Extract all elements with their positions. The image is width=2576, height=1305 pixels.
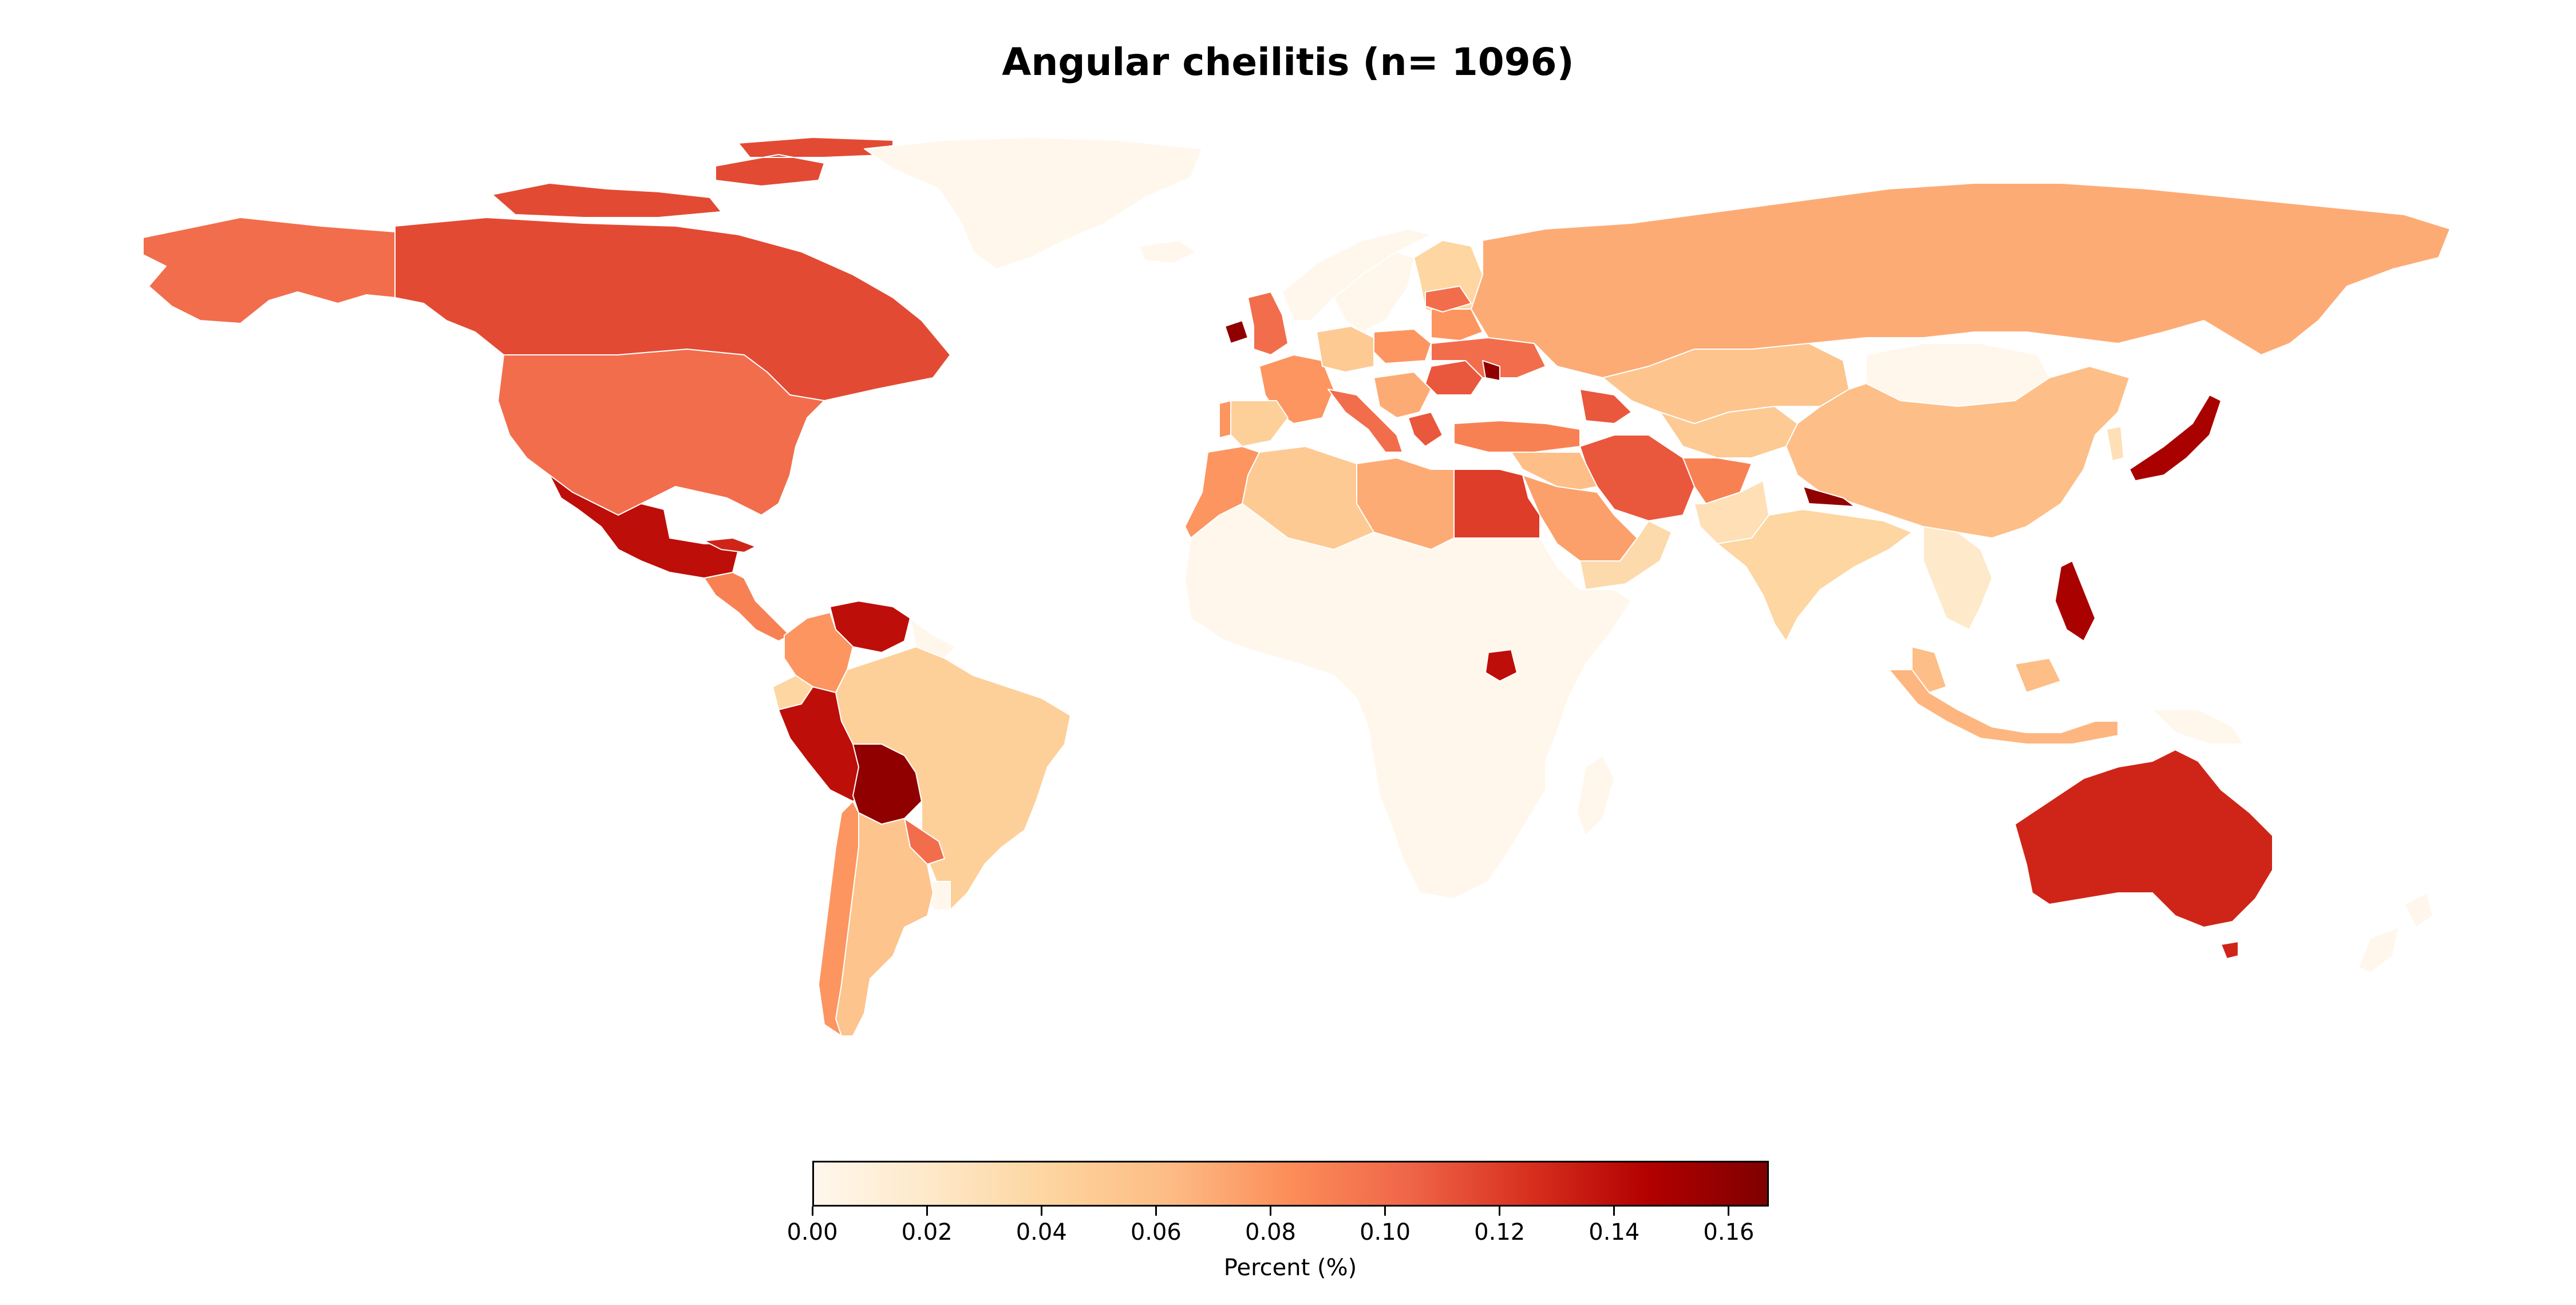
region-iraq-syria	[1511, 452, 1598, 493]
colorbar-tick-label: 0.04	[1016, 1219, 1067, 1245]
region-central-america	[704, 572, 791, 642]
colorbar-tick	[1155, 1207, 1157, 1216]
region-moldova	[1482, 360, 1500, 381]
region-sub-saharan-africa	[1184, 503, 1632, 899]
colorbar-tick-label: 0.14	[1589, 1219, 1640, 1245]
region-nepal	[1803, 486, 1855, 507]
colorbar-tick-label: 0.08	[1244, 1219, 1296, 1245]
region-philippines	[2055, 560, 2096, 642]
colorbar-tick-label: 0.10	[1360, 1219, 1411, 1245]
map-title: Angular cheilitis (n= 1096)	[1002, 40, 1574, 84]
colorbar-tick	[1728, 1207, 1730, 1216]
colorbar-tick-label: 0.12	[1474, 1219, 1526, 1245]
region-caucasus	[1579, 389, 1632, 424]
region-mexico	[549, 474, 739, 579]
region-portugal	[1219, 400, 1231, 438]
region-india	[1717, 509, 1913, 642]
colorbar-tick-label: 0.02	[901, 1219, 953, 1245]
region-baltics	[1425, 286, 1472, 313]
region-turkey	[1453, 420, 1581, 453]
region-belarus	[1431, 309, 1483, 341]
region-southeast-asia	[1923, 526, 1993, 630]
region-australia	[2014, 749, 2273, 928]
region-ireland	[1224, 320, 1249, 344]
region-germany	[1316, 326, 1374, 373]
region-argentina	[835, 812, 934, 1037]
colorbar-tick	[1499, 1207, 1501, 1216]
region-poland	[1373, 329, 1432, 364]
region-tasmania	[2221, 941, 2239, 959]
region-china	[1785, 366, 2130, 539]
colorbar-tick	[1040, 1207, 1042, 1216]
region-alaska	[143, 217, 396, 324]
colorbar-tick	[1384, 1207, 1386, 1216]
region-japan	[2129, 394, 2222, 481]
colorbar-tick-label: 0.16	[1703, 1219, 1755, 1245]
region-madagascar	[1577, 755, 1615, 836]
region-indonesia	[1888, 669, 2119, 745]
colorbar-label: Percent (%)	[1223, 1255, 1357, 1281]
region-cuba	[704, 537, 756, 553]
region-united-kingdom	[1247, 291, 1289, 355]
region-papua-new-guinea	[2152, 709, 2245, 745]
region-brazil	[835, 646, 1071, 911]
colorbar-tick	[1613, 1207, 1615, 1216]
region-united-states	[497, 349, 825, 516]
colorbar	[812, 1161, 1769, 1207]
region-korea	[2106, 426, 2124, 461]
region-italy	[1327, 389, 1403, 453]
colorbar-tick-label: 0.06	[1130, 1219, 1182, 1245]
region-balkans	[1373, 371, 1432, 418]
colorbar-tick	[811, 1207, 813, 1216]
region-greenland	[864, 137, 1203, 270]
region-yemen-oman	[1579, 520, 1672, 590]
region-guyana	[910, 618, 957, 659]
colorbar-tick	[1269, 1207, 1271, 1216]
region-new-zealand	[2358, 892, 2433, 974]
region-sweden	[1333, 251, 1415, 333]
region-uganda	[1485, 649, 1518, 682]
region-spain	[1230, 400, 1289, 447]
region-malaysia	[1911, 646, 2061, 693]
region-iceland	[1139, 240, 1197, 264]
region-greece	[1408, 412, 1443, 447]
colorbar-tick	[926, 1207, 928, 1216]
colorbar-tick-label: 0.00	[787, 1219, 838, 1245]
